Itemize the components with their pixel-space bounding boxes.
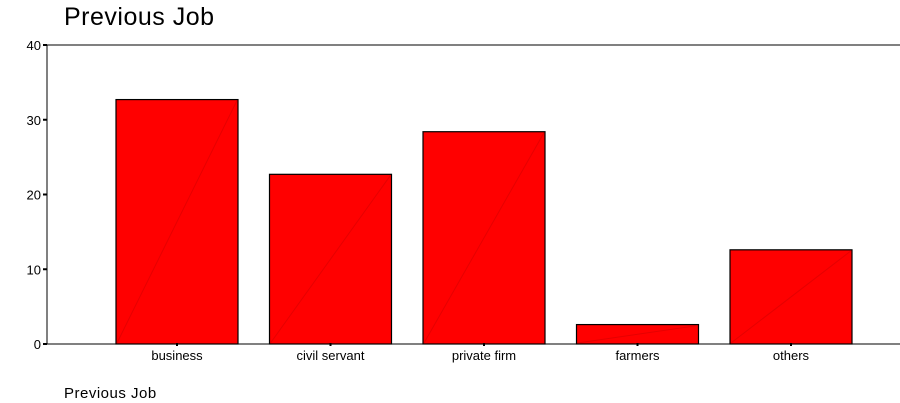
x-tick-label: civil servant xyxy=(297,348,365,363)
y-tick-label: 40 xyxy=(27,38,41,53)
x-tick-label: business xyxy=(151,348,203,363)
x-tick-label: private firm xyxy=(452,348,516,363)
y-tick-label: 0 xyxy=(34,337,41,352)
y-axis: 0 10 20 30 40 xyxy=(27,38,47,352)
x-tick-label: others xyxy=(773,348,810,363)
bar-diagonal xyxy=(730,250,852,344)
chart-title: Previous Job xyxy=(64,3,215,31)
bar-diagonal xyxy=(270,175,391,344)
bar-diagonal xyxy=(577,325,698,344)
bar-diagonal xyxy=(116,100,238,344)
bars xyxy=(115,98,853,345)
bar-diagonal xyxy=(423,132,545,344)
x-axis-title: Previous Job xyxy=(64,385,157,402)
x-axis: business civil servant private firm farmers… xyxy=(151,343,810,363)
y-tick-label: 30 xyxy=(27,113,41,128)
y-tick-label: 20 xyxy=(27,188,41,203)
y-tick-label: 10 xyxy=(27,262,41,277)
x-tick-label: farmers xyxy=(615,348,660,363)
